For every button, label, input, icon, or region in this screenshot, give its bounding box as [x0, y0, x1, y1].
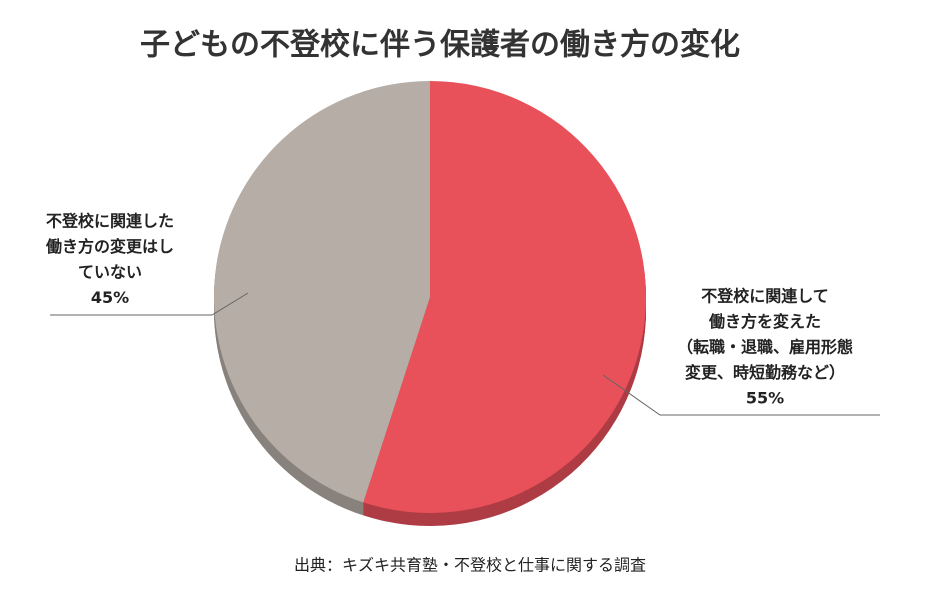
slice-label: 働き方の変更はし [45, 237, 174, 256]
slice [213, 81, 430, 503]
slice-label: ていない [78, 263, 142, 282]
pie [213, 81, 647, 526]
slice [363, 81, 646, 513]
leader-line [602, 374, 880, 416]
slice-label: 不登校に関連して [701, 287, 829, 306]
leader-line [50, 292, 249, 316]
slice-label: 変更、時短勤務など） [685, 363, 845, 382]
value-label: 45% [91, 288, 129, 307]
slice-label: （転職・退職、雇用形態 [677, 338, 853, 357]
source-note: 出典：キズキ共育塾・不登校と仕事に関する調査 [294, 556, 646, 575]
slice-label: 働き方を変えた [708, 312, 821, 331]
chart-title: 子どもの不登校に伴う保護者の働き方の変化 [140, 28, 740, 63]
slice-label: 不登校に関連した [46, 212, 174, 231]
value-label: 55% [746, 389, 784, 408]
